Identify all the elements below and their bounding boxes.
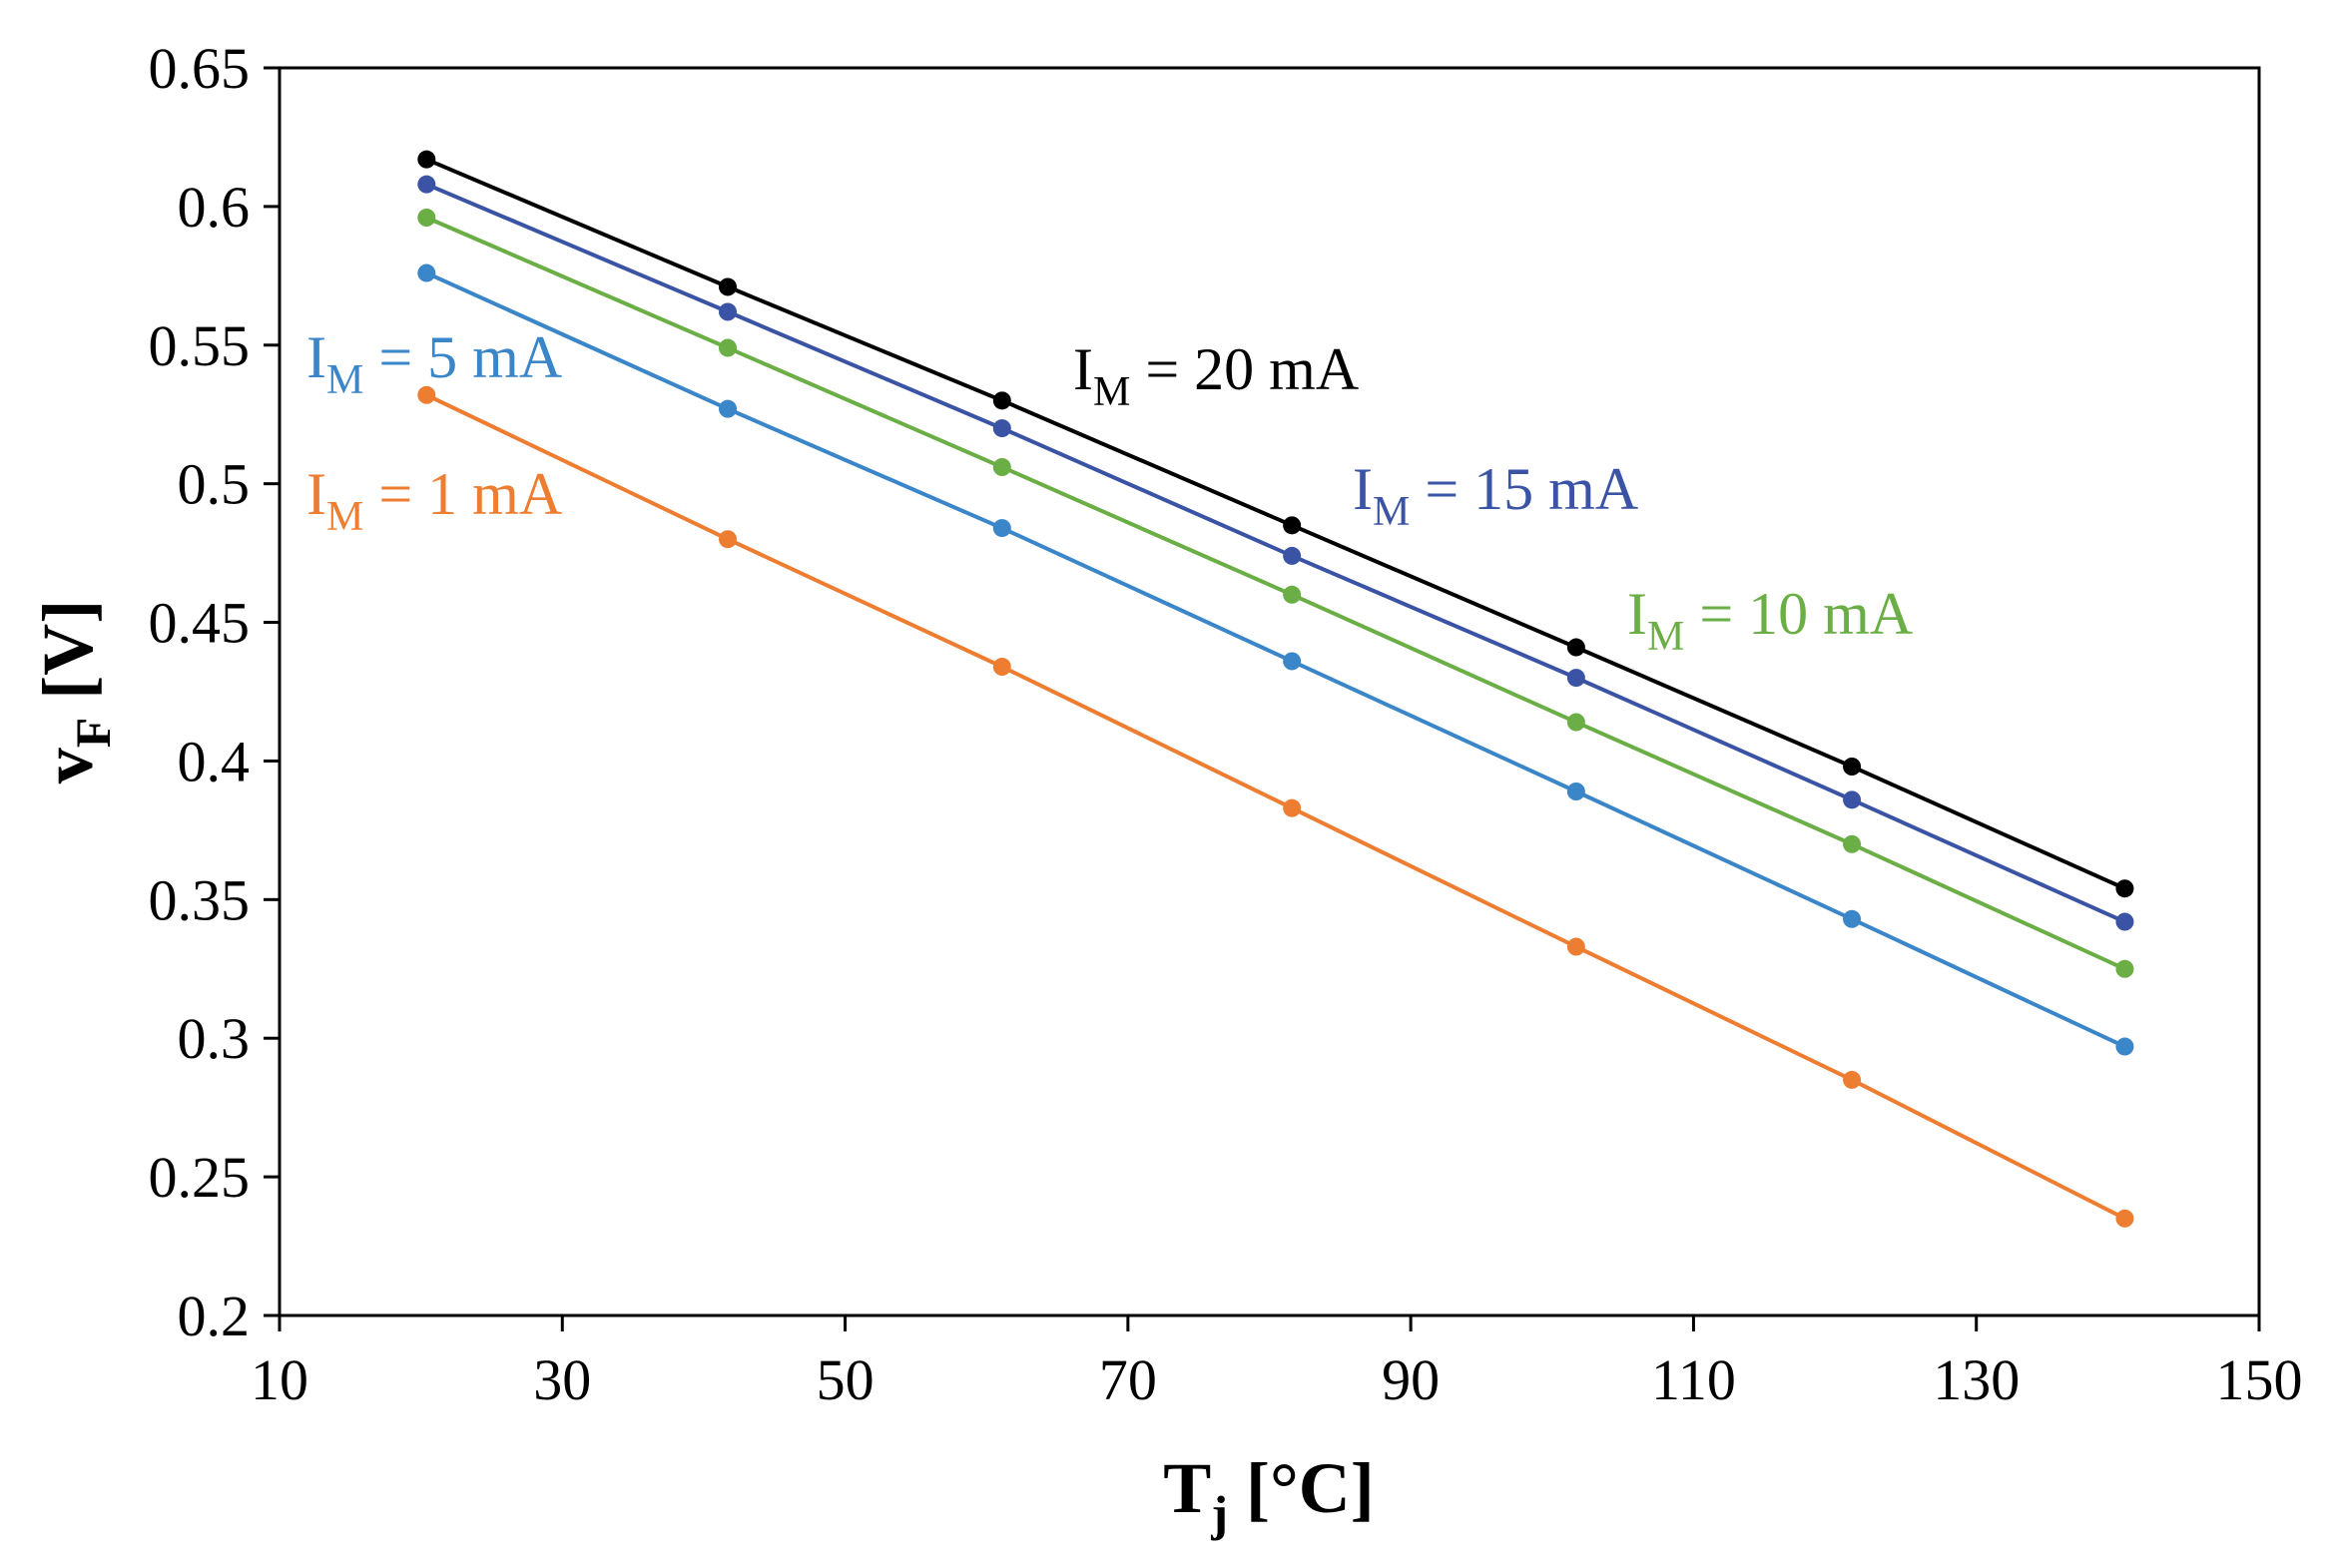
x-tick-label: 30 <box>533 1347 591 1412</box>
data-point <box>992 658 1011 676</box>
data-point <box>417 150 436 169</box>
data-point <box>719 277 738 296</box>
series-label: IM = 15 mA <box>1353 456 1638 535</box>
series-layer <box>417 150 2134 1228</box>
data-point <box>1283 798 1302 817</box>
x-tick-label: 150 <box>2216 1347 2303 1412</box>
data-point <box>1843 790 1862 809</box>
data-point <box>417 385 436 404</box>
y-tick-label: 0.45 <box>149 591 251 656</box>
y-tick-label: 0.2 <box>178 1284 251 1348</box>
data-point <box>1283 585 1302 604</box>
data-point <box>719 399 738 418</box>
series-5-ma <box>417 263 2134 1056</box>
y-tick-label: 0.3 <box>178 1006 251 1071</box>
x-tick-label: 90 <box>1382 1347 1440 1412</box>
x-tick-label: 70 <box>1099 1347 1157 1412</box>
data-point <box>417 209 436 227</box>
data-point <box>417 175 436 194</box>
y-tick-label: 0.65 <box>149 36 251 101</box>
data-point <box>992 519 1011 538</box>
y-tick-label: 0.4 <box>178 729 251 793</box>
data-point <box>1566 783 1585 800</box>
data-point <box>1283 516 1302 535</box>
data-point <box>1843 834 1862 853</box>
series-15-ma <box>417 175 2134 931</box>
data-point <box>992 458 1011 476</box>
series-1-ma <box>417 385 2134 1228</box>
data-point <box>719 338 738 357</box>
data-point <box>992 419 1011 438</box>
plot-area <box>278 66 2261 1317</box>
label-layer: IM = 20 mA IM = 15 mA IM = 10 mA IM = 5 mA I… <box>306 324 1913 660</box>
data-point <box>2115 1209 2134 1228</box>
series-label: IM = 5 mA <box>306 324 562 403</box>
y-tick-label: 0.35 <box>149 867 251 932</box>
data-point <box>1566 713 1585 732</box>
tick-layer: 10 30 50 70 90 110 130 150 0.2 0.25 0.3 0.35 0.4 0.45… <box>149 36 2303 1412</box>
y-tick-label: 0.5 <box>178 452 251 517</box>
data-point <box>1843 909 1862 928</box>
data-point <box>2115 1037 2134 1056</box>
y-tick-label: 0.6 <box>178 175 251 240</box>
x-tick-label: 110 <box>1651 1347 1736 1412</box>
series-label: IM = 10 mA <box>1627 581 1913 660</box>
data-point <box>2115 959 2134 978</box>
x-tick-label: 50 <box>817 1347 875 1412</box>
data-point <box>1843 1070 1862 1089</box>
data-point <box>1566 669 1585 688</box>
y-tick-label: 0.25 <box>149 1145 251 1210</box>
data-point <box>2115 912 2134 931</box>
x-tick-label: 130 <box>1933 1347 2020 1412</box>
x-tick-label: 10 <box>251 1347 308 1412</box>
series-label: IM = 20 mA <box>1073 336 1359 415</box>
series-label: IM = 1 mA <box>306 461 562 540</box>
series-20-ma <box>417 150 2134 898</box>
data-point <box>719 302 738 321</box>
data-point <box>719 530 738 549</box>
data-point <box>1283 652 1302 671</box>
data-point <box>992 391 1011 410</box>
data-point <box>1283 546 1302 565</box>
data-point <box>417 263 436 282</box>
data-point <box>2115 879 2134 898</box>
data-point <box>1843 758 1862 776</box>
data-point <box>1566 638 1585 657</box>
series-10-ma <box>417 209 2134 978</box>
x-axis-title: Tj [°C] <box>1163 1448 1374 1541</box>
y-axis-title: vF [V] <box>28 600 121 784</box>
y-tick-label: 0.55 <box>149 313 251 378</box>
data-point <box>1566 937 1585 956</box>
